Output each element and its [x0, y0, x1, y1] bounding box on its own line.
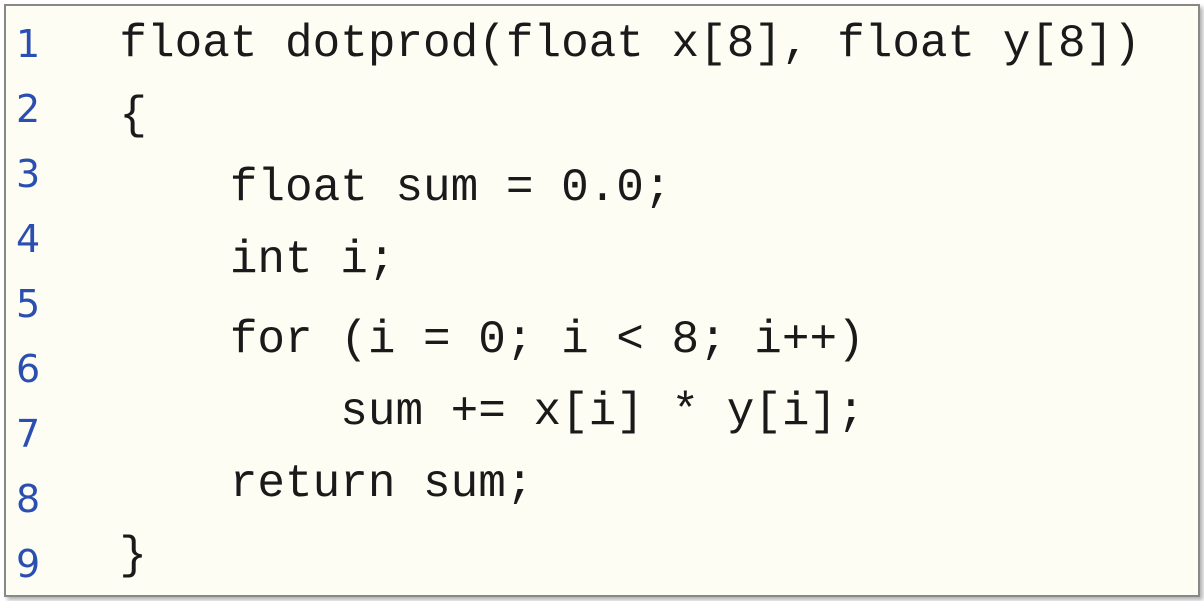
line-number: 5 — [16, 272, 40, 337]
line-number: 2 — [16, 77, 40, 142]
code-column: float dotprod(float x[8], float y[8]) { … — [64, 12, 1141, 589]
code-line: return sum; — [64, 452, 1141, 517]
line-number-gutter: 1 2 3 4 5 6 7 8 9 — [16, 12, 64, 589]
line-number: 1 — [16, 12, 40, 77]
code-line: { — [64, 84, 1141, 149]
code-line: int i; — [64, 228, 1141, 293]
line-number: 3 — [16, 142, 40, 207]
code-listing-box: 1 2 3 4 5 6 7 8 9 float dotprod(float x[… — [4, 4, 1200, 597]
line-number: 4 — [16, 207, 40, 272]
line-number: 7 — [16, 402, 40, 467]
code-line: sum += x[i] * y[i]; — [64, 380, 1141, 445]
code-line: for (i = 0; i < 8; i++) — [64, 308, 1141, 373]
code-line: } — [64, 524, 1141, 589]
code-line: float sum = 0.0; — [64, 156, 1141, 221]
line-number: 8 — [16, 467, 40, 532]
line-number: 6 — [16, 337, 40, 402]
line-number: 9 — [16, 532, 40, 597]
code-line: float dotprod(float x[8], float y[8]) — [64, 12, 1141, 77]
